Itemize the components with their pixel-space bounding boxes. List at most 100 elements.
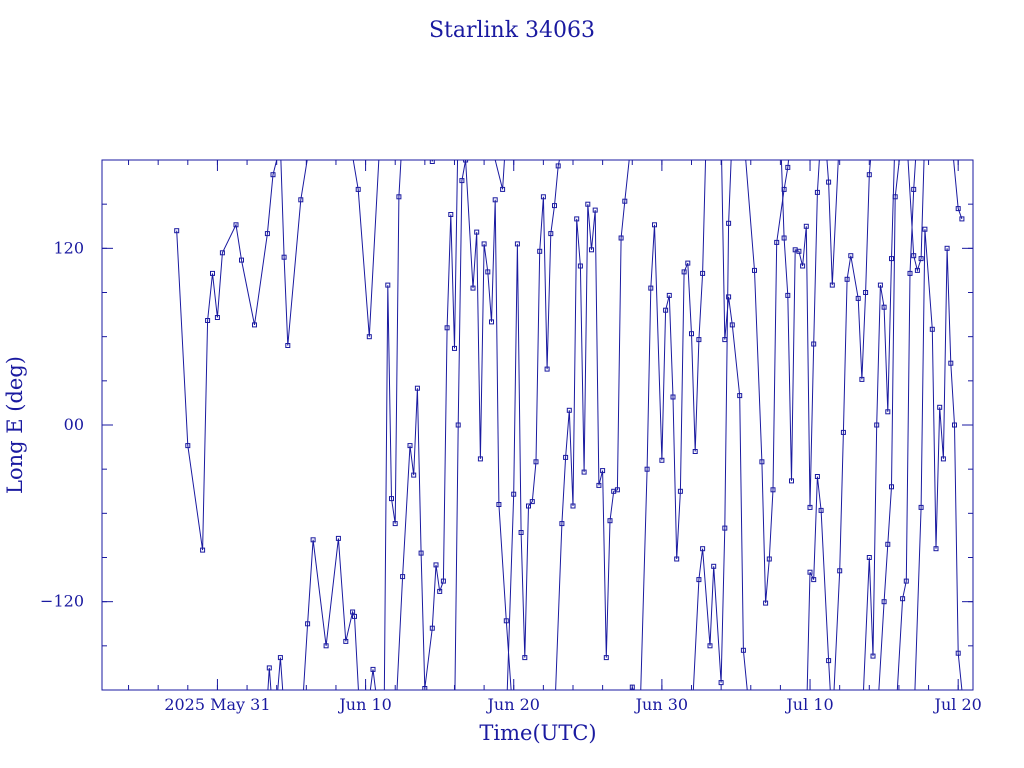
data-point <box>455 422 461 428</box>
data-point <box>278 143 282 147</box>
data-point <box>540 194 546 200</box>
data-point <box>366 334 372 340</box>
data-point <box>949 129 953 133</box>
data-point <box>871 129 875 133</box>
data-point <box>726 220 732 226</box>
data-point <box>907 270 913 276</box>
data-point <box>346 129 350 133</box>
data-point <box>281 254 287 260</box>
data-point <box>496 502 502 507</box>
data-point <box>434 121 438 125</box>
data-point <box>811 577 817 583</box>
data-point <box>929 326 935 332</box>
data-point <box>722 337 728 343</box>
data-point <box>807 504 813 510</box>
data-point <box>389 496 394 502</box>
data-point <box>681 269 687 275</box>
data-point <box>205 318 211 323</box>
data-point <box>555 163 561 169</box>
data-point <box>427 129 431 133</box>
data-point <box>830 725 834 729</box>
plot-frame <box>101 159 974 691</box>
data-point <box>185 443 191 449</box>
series-line-16 <box>780 160 820 508</box>
y-tick-label: −120 <box>40 592 84 611</box>
data-point <box>277 655 283 661</box>
data-point <box>310 537 316 543</box>
data-point <box>877 282 883 288</box>
data-point <box>892 194 898 200</box>
data-point <box>511 491 517 497</box>
data-point <box>741 129 745 133</box>
data-point <box>285 343 291 348</box>
data-point <box>272 732 276 736</box>
data-point <box>544 366 550 372</box>
data-point <box>352 613 357 619</box>
data-point <box>844 276 850 282</box>
data-point <box>860 725 864 729</box>
data-point <box>696 337 702 343</box>
data-point <box>770 487 776 493</box>
series-line-8 <box>494 160 505 190</box>
data-point <box>577 263 583 269</box>
data-point <box>400 574 406 580</box>
data-point <box>570 503 576 509</box>
data-point <box>763 600 769 606</box>
data-point <box>429 160 435 164</box>
data-point <box>440 578 446 584</box>
data-point <box>955 650 961 656</box>
data-point <box>818 507 824 513</box>
data-point <box>504 129 508 133</box>
data-point <box>378 129 382 133</box>
data-point <box>700 270 706 276</box>
series-line-12 <box>640 160 707 690</box>
data-point <box>343 638 349 644</box>
data-point <box>785 292 791 298</box>
data-point <box>470 285 476 291</box>
data-point <box>566 407 572 413</box>
data-point <box>752 267 757 273</box>
data-point <box>955 206 961 212</box>
data-point <box>437 588 443 594</box>
data-point <box>863 290 869 295</box>
data-point <box>859 376 865 382</box>
data-point <box>393 725 397 729</box>
data-point <box>638 725 642 729</box>
data-point <box>737 393 743 399</box>
data-point <box>392 521 398 527</box>
series-line-3 <box>369 669 377 690</box>
series-line-1 <box>267 538 359 690</box>
data-point <box>252 322 257 328</box>
data-point <box>500 186 506 192</box>
data-point <box>804 725 808 729</box>
data-point <box>911 253 917 259</box>
series-line-2 <box>352 160 380 337</box>
data-point <box>659 457 665 463</box>
series-line-21 <box>878 160 900 690</box>
data-point <box>474 229 480 235</box>
data-point <box>893 129 897 133</box>
data-point <box>627 725 631 729</box>
x-tick-label: Jul 10 <box>784 695 833 714</box>
data-point <box>837 568 843 574</box>
data-point <box>492 197 498 203</box>
data-point <box>830 725 834 729</box>
data-point <box>563 454 569 460</box>
data-point <box>848 253 854 259</box>
data-point <box>866 172 872 178</box>
data-point <box>600 468 606 474</box>
data-point <box>489 319 494 325</box>
data-point <box>789 478 794 484</box>
data-point <box>503 618 509 624</box>
data-point <box>959 216 965 222</box>
data-point <box>518 530 524 535</box>
data-point <box>948 360 954 366</box>
data-point <box>918 504 924 510</box>
axes: 2025 May 31 Jun 10 Jun 20 Jun 30 Jul 10 Jul 2… <box>40 160 982 714</box>
data-point <box>456 117 460 121</box>
data-point <box>901 129 905 133</box>
series-line-6 <box>431 160 433 162</box>
data-point <box>885 409 891 415</box>
data-point <box>564 129 568 133</box>
data-point <box>358 717 362 721</box>
